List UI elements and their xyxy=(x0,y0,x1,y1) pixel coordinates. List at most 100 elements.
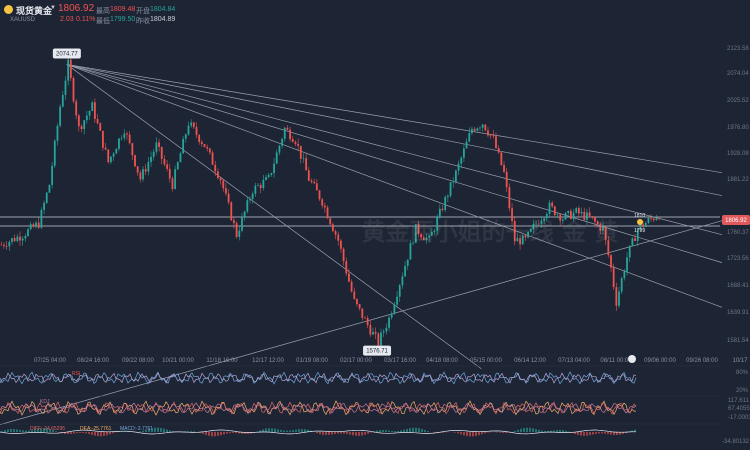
candle-body xyxy=(500,152,503,166)
candle-body xyxy=(578,208,580,214)
candles xyxy=(0,54,661,351)
candle-body xyxy=(596,221,599,224)
candle-body xyxy=(270,173,273,175)
candle-body xyxy=(529,228,532,232)
candle-body xyxy=(297,143,300,146)
candle-body xyxy=(144,169,147,172)
price-marker-label: 1799 xyxy=(634,228,645,234)
candle-body xyxy=(291,139,294,142)
candle-body xyxy=(321,199,324,206)
rsi-level-label: 20% xyxy=(736,388,749,394)
candle-body xyxy=(307,170,310,181)
candle-body xyxy=(569,210,572,219)
macd-diff-label: DIFF:-24.65295 xyxy=(30,426,65,432)
candle-body xyxy=(446,195,449,198)
price-tick-label: 1928.08 xyxy=(727,151,749,157)
macd-level-label: -34.80132 xyxy=(722,439,750,445)
candle-body xyxy=(126,133,128,135)
candle-body xyxy=(305,158,308,171)
candle-body xyxy=(481,124,484,128)
candle-body xyxy=(176,162,179,170)
kdj-line xyxy=(0,402,637,414)
candle-body xyxy=(551,202,554,207)
candle-body xyxy=(265,177,267,180)
candle-body xyxy=(254,185,257,194)
candle-body xyxy=(182,138,185,154)
instrument-name[interactable]: 现货黄金 xyxy=(16,6,53,16)
candle-body xyxy=(77,115,80,127)
candle-body xyxy=(184,134,187,139)
candle-body xyxy=(398,285,401,297)
candle-body xyxy=(420,234,423,238)
candle-body xyxy=(19,236,21,241)
price-tick-label: 2025.52 xyxy=(727,98,749,104)
kdj-line xyxy=(0,401,637,415)
current-price: 1806.92 xyxy=(58,3,95,14)
grid xyxy=(0,47,720,341)
trendline xyxy=(0,220,723,425)
watermark-text: 黄金西小姐的一线 金 黄 xyxy=(362,218,619,246)
candle-body xyxy=(583,211,586,220)
crosshair-handle-icon xyxy=(628,355,636,363)
current-price-tag-label: 1806.92 xyxy=(725,218,747,224)
candle-body xyxy=(278,145,281,153)
candle-body xyxy=(35,222,37,227)
candle-body xyxy=(465,141,468,149)
candle-body xyxy=(556,214,559,216)
candle-body xyxy=(342,248,345,262)
candle-body xyxy=(452,181,455,183)
date-tick-label: 05/15 00:00 xyxy=(470,358,502,364)
candle-body xyxy=(5,246,8,247)
date-tick-label: 09/26 08:00 xyxy=(686,358,718,364)
candle-body xyxy=(438,208,441,218)
candle-body xyxy=(91,102,94,111)
candle-body xyxy=(118,138,120,149)
candle-body xyxy=(299,145,302,159)
candle-body xyxy=(492,135,495,137)
candle-body xyxy=(604,227,607,241)
price-marker-icon xyxy=(637,219,643,225)
candle-body xyxy=(366,318,369,326)
macd-value-label: MACD:-3.7761 xyxy=(120,426,153,432)
candle-body xyxy=(457,163,460,171)
date-tick-label: 07/25 04:00 xyxy=(34,358,66,364)
candle-body xyxy=(61,94,64,107)
candle-body xyxy=(468,133,471,142)
date-tick-label: 07/13 04:00 xyxy=(558,358,590,364)
trendline xyxy=(66,64,723,263)
rsi-label: RSI xyxy=(72,371,80,377)
candle-body xyxy=(179,153,182,163)
candle-body xyxy=(83,120,86,130)
candle-body xyxy=(273,163,275,174)
chevron-down-icon[interactable]: ▼ xyxy=(50,5,56,11)
candle-body xyxy=(567,210,570,214)
candle-body xyxy=(409,243,412,260)
candle-body xyxy=(441,208,444,211)
stat-value: 1799.50 xyxy=(110,16,136,23)
date-tick-label: 12/17 12:00 xyxy=(252,358,284,364)
candle-body xyxy=(112,153,115,157)
candle-body xyxy=(53,140,56,166)
candle-body xyxy=(612,267,615,288)
candle-body xyxy=(599,223,602,231)
candle-body xyxy=(21,238,24,241)
date-tick-label: 02/17 00:00 xyxy=(340,358,372,364)
candle-body xyxy=(631,238,634,246)
candle-body xyxy=(96,118,99,124)
trendline xyxy=(66,64,723,174)
date-tick-label: 03/17 16:00 xyxy=(384,358,416,364)
price-tick-label: 1881.22 xyxy=(727,177,749,183)
candle-body xyxy=(257,185,259,186)
candle-body xyxy=(487,130,489,136)
candle-body xyxy=(575,208,578,213)
candle-body xyxy=(56,125,59,141)
candle-body xyxy=(275,152,278,164)
candle-body xyxy=(315,183,318,191)
candle-body xyxy=(3,244,5,247)
change-percent: 0.11% xyxy=(76,16,96,23)
candle-body xyxy=(259,185,262,189)
candle-body xyxy=(460,157,463,164)
price-tick-label: 2074.04 xyxy=(727,71,749,77)
candle-body xyxy=(505,171,508,188)
